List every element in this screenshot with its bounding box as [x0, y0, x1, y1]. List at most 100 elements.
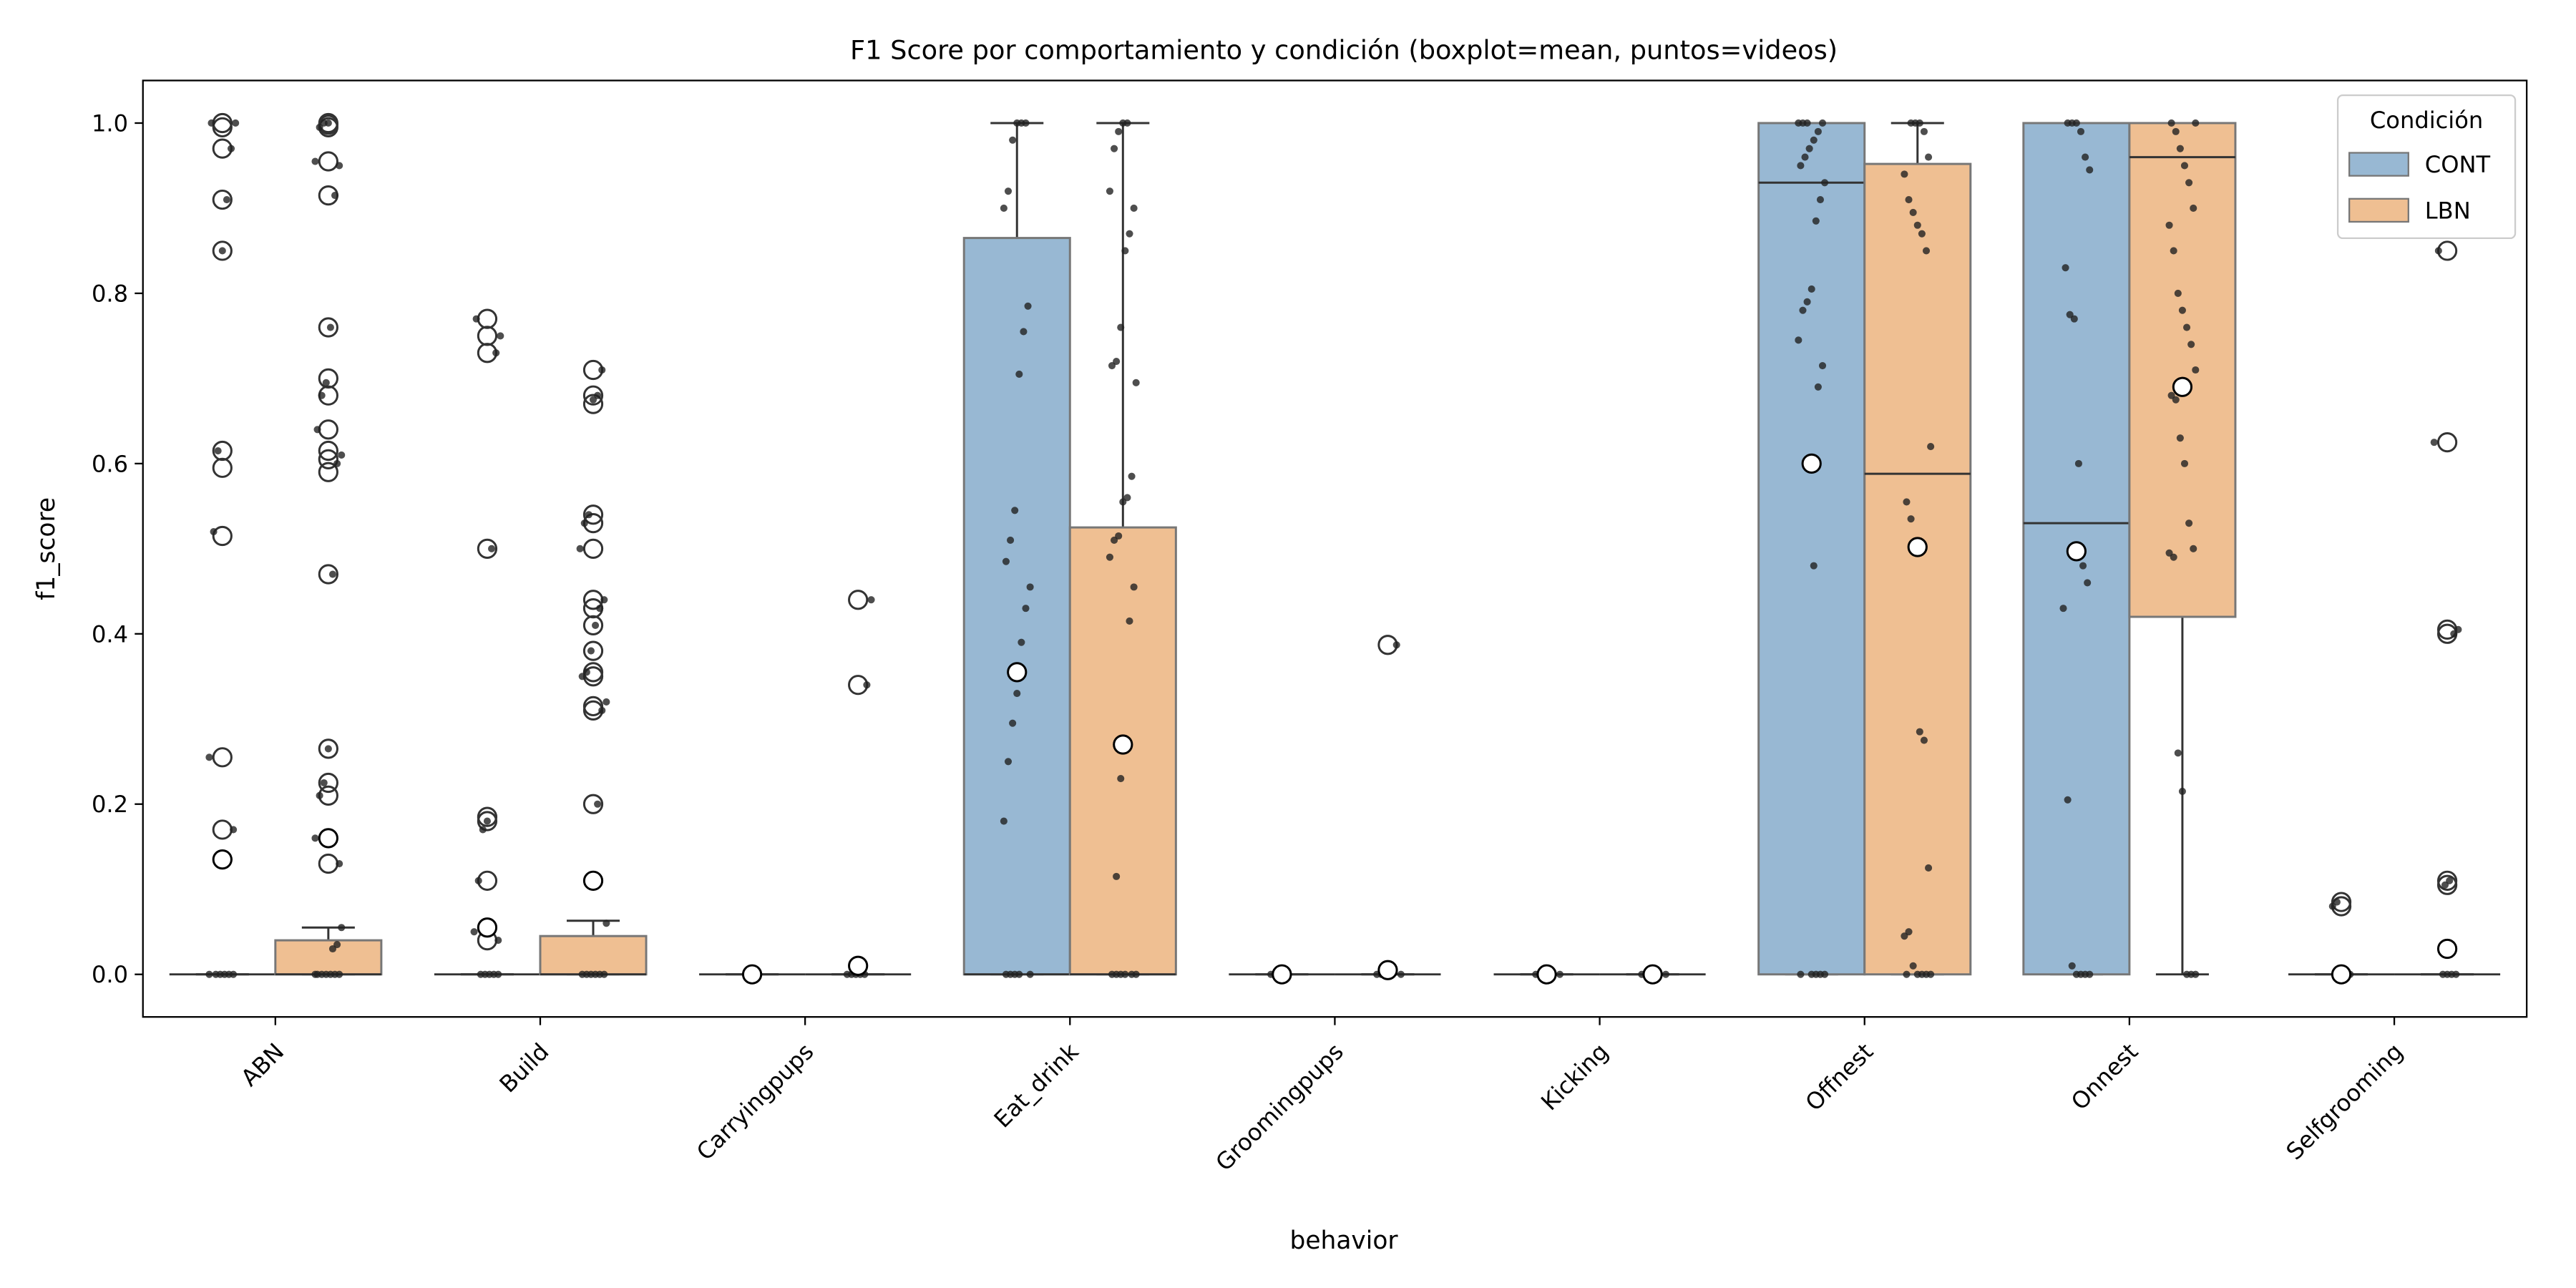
video-point: [1015, 370, 1023, 378]
video-point: [843, 970, 851, 978]
video-point: [1117, 323, 1125, 331]
outlier: [212, 240, 233, 261]
outlier: [212, 747, 233, 768]
video-point: [1117, 775, 1125, 783]
video-point: [311, 157, 319, 165]
video-point: [477, 970, 484, 978]
outlier: [477, 811, 498, 831]
video-point: [1818, 361, 1827, 370]
video-point: [1026, 583, 1034, 591]
mean-marker: [2066, 541, 2087, 562]
video-point: [1810, 562, 1818, 570]
video-point: [1925, 153, 1933, 161]
video-point: [331, 192, 339, 200]
video-point: [600, 596, 608, 604]
video-point: [594, 800, 602, 808]
box: [539, 935, 648, 976]
video-point: [2079, 562, 2087, 570]
video-point: [2064, 119, 2072, 127]
video-point: [2182, 970, 2191, 978]
legend-label: CONT: [2425, 151, 2491, 178]
video-point: [1009, 136, 1017, 144]
mean-marker: [1113, 734, 1133, 755]
video-point: [1807, 285, 1815, 293]
outlier: [582, 640, 604, 661]
mean-marker: [2172, 376, 2193, 397]
video-point: [2074, 459, 2082, 467]
video-point: [1111, 536, 1118, 544]
video-point: [2170, 247, 2177, 255]
box: [1757, 122, 1866, 976]
outlier: [318, 440, 338, 462]
video-point: [2174, 289, 2182, 297]
video-point: [488, 545, 496, 552]
video-point: [1007, 536, 1015, 544]
video-point: [326, 323, 334, 331]
video-point: [2190, 204, 2197, 213]
video-point: [333, 459, 341, 467]
video-point: [602, 919, 610, 927]
mean-marker: [1377, 960, 1398, 980]
mean-marker: [1007, 662, 1028, 683]
video-point: [2172, 127, 2180, 135]
mean-marker: [1801, 453, 1822, 474]
video-point: [1397, 970, 1405, 978]
video-point: [470, 928, 478, 936]
video-point: [2066, 311, 2074, 318]
video-point: [1901, 170, 1908, 178]
video-point: [212, 970, 220, 978]
video-point: [1013, 119, 1021, 127]
box: [274, 939, 383, 976]
y-axis-label: f1_score: [32, 497, 61, 600]
x-tick-label: Kicking: [1536, 1038, 1614, 1116]
x-tick-label: Build: [494, 1038, 555, 1098]
video-point: [2190, 545, 2197, 552]
x-tick-label: ABN: [235, 1038, 289, 1091]
mean-marker: [212, 849, 233, 870]
video-point: [2180, 162, 2189, 170]
outlier: [582, 385, 604, 406]
outlier: [318, 419, 338, 440]
video-point: [1392, 641, 1400, 649]
video-point: [598, 366, 606, 374]
outlier: [318, 772, 338, 794]
mean-marker: [318, 828, 338, 849]
box: [1863, 162, 1972, 976]
video-point: [1801, 153, 1809, 161]
video-point: [578, 673, 586, 680]
video-point: [474, 877, 482, 884]
video-point: [1128, 970, 1136, 978]
box: [2128, 122, 2237, 618]
video-point: [218, 247, 226, 255]
video-point: [1795, 119, 1802, 127]
y-tick-label: 0.6: [92, 450, 128, 477]
video-point: [1108, 361, 1116, 370]
video-point: [494, 937, 502, 945]
video-point: [1002, 557, 1010, 565]
video-point: [1121, 247, 1129, 255]
video-point: [324, 745, 332, 753]
video-point: [1913, 970, 1921, 978]
video-point: [1130, 204, 1138, 213]
video-point: [205, 753, 213, 761]
outlier: [212, 117, 233, 138]
video-point: [1795, 336, 1802, 344]
plot-frame: [142, 79, 2528, 1018]
video-point: [1556, 970, 1563, 978]
video-point: [1901, 932, 1908, 940]
video-point: [1119, 119, 1127, 127]
legend-label: LBN: [2425, 197, 2471, 224]
video-point: [1803, 298, 1811, 306]
video-point: [1020, 328, 1028, 336]
video-point: [1913, 221, 1921, 229]
video-point: [1821, 179, 1829, 187]
video-point: [1111, 145, 1118, 152]
video-point: [2165, 221, 2173, 229]
video-point: [1909, 962, 1917, 970]
video-point: [1009, 719, 1017, 727]
video-point: [1818, 119, 1827, 127]
video-point: [1130, 583, 1138, 591]
x-axis-label: behavior: [1290, 1226, 1399, 1255]
video-point: [576, 545, 584, 552]
